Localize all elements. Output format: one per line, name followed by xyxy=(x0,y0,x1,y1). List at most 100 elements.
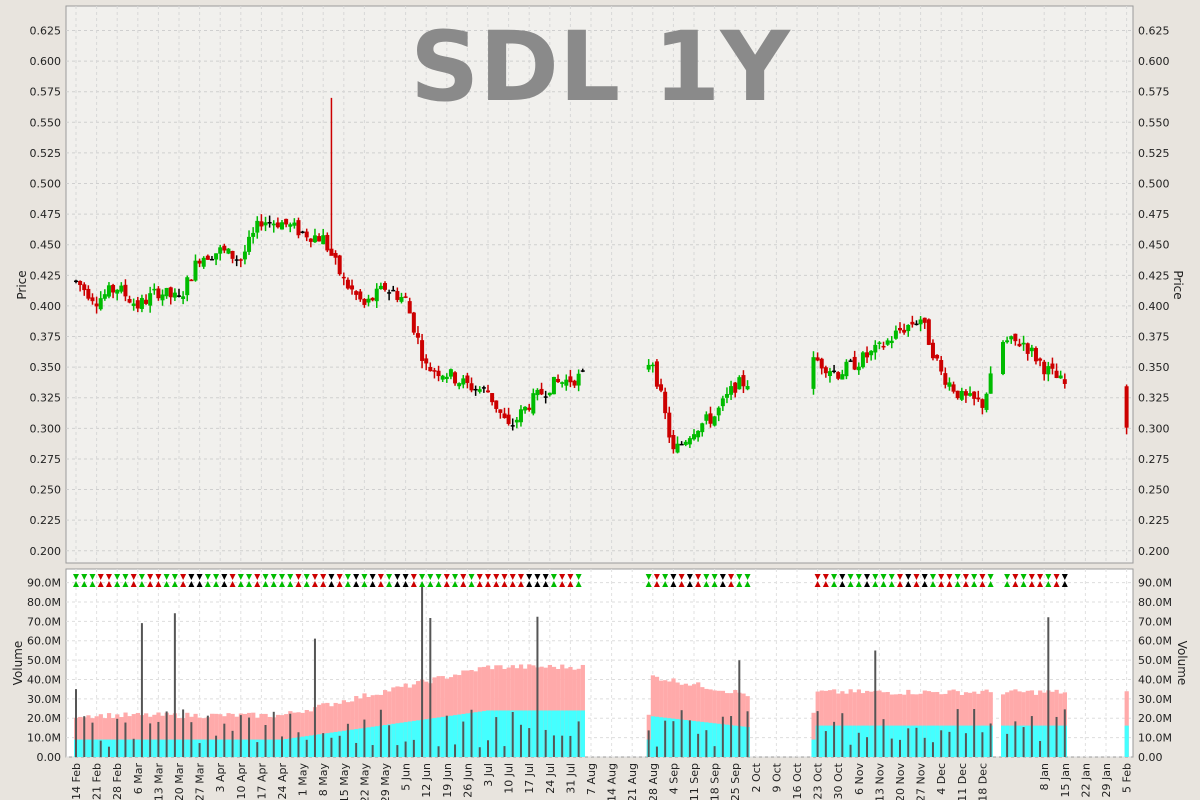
signal-marker-down xyxy=(97,574,104,580)
price-bar-body xyxy=(720,398,725,407)
volume-band-inner xyxy=(930,725,936,757)
volume-band-outer xyxy=(852,692,857,757)
volume-tick-left: 70.0M xyxy=(27,615,61,628)
price-bar-body xyxy=(893,330,898,339)
volume-tick-right: 40.0M xyxy=(1138,673,1172,686)
price-tick-left: 0.200 xyxy=(30,545,62,558)
volume-band-outer xyxy=(102,718,108,757)
price-bar-body xyxy=(387,292,392,294)
price-tick-left: 0.350 xyxy=(30,361,62,374)
price-bar-body xyxy=(827,371,832,377)
volume-band-outer xyxy=(819,690,824,757)
volume-tick-left: 80.0M xyxy=(27,596,61,609)
volume-band-outer xyxy=(374,694,379,757)
volume-band-inner xyxy=(350,729,355,757)
price-tick-right: 0.550 xyxy=(1138,116,1170,129)
signal-marker-up xyxy=(703,581,710,587)
price-bar-body xyxy=(1005,340,1010,343)
price-bar-body xyxy=(1038,358,1043,361)
volume-band-outer xyxy=(1050,691,1055,757)
volume-band-inner xyxy=(654,716,660,757)
signal-marker-down xyxy=(921,574,928,580)
signal-marker-up xyxy=(979,581,986,587)
x-tick-label: 22 May xyxy=(358,763,371,800)
price-bar-body xyxy=(972,391,977,399)
volume-band-outer xyxy=(94,716,99,757)
signal-marker-up xyxy=(427,581,434,587)
volume-band-outer xyxy=(1021,692,1026,757)
volume-band-outer xyxy=(370,695,375,757)
signal-marker-down xyxy=(905,574,912,580)
signal-marker-up xyxy=(377,581,384,587)
price-bar-body xyxy=(222,245,227,251)
price-bar-body xyxy=(1050,363,1055,369)
price-bar-body xyxy=(506,414,511,424)
volume-band-inner xyxy=(498,710,503,757)
volume-band-outer xyxy=(259,713,264,757)
price-bar-body xyxy=(881,345,886,348)
signal-marker-up xyxy=(728,581,735,587)
signal-marker-down xyxy=(130,574,137,580)
x-tick-label: 27 Nov xyxy=(915,763,928,800)
volume-band-outer xyxy=(325,702,330,757)
volume-band-inner xyxy=(424,719,429,757)
volume-band-outer xyxy=(106,713,112,757)
price-bar-body xyxy=(181,296,186,299)
price-bar-body xyxy=(238,259,243,261)
price-bar-body xyxy=(148,293,153,306)
volume-band-inner xyxy=(358,728,363,757)
price-bar-body xyxy=(234,259,239,261)
volume-band-inner xyxy=(333,731,338,757)
price-axis-label-right: Price xyxy=(1171,270,1185,299)
price-tick-right: 0.325 xyxy=(1138,392,1170,405)
price-bar-body xyxy=(255,220,260,233)
x-tick-label: 4 Dec xyxy=(935,763,948,795)
signal-marker-up xyxy=(929,581,936,587)
signal-marker-down xyxy=(311,574,318,580)
price-bar-body xyxy=(832,370,837,373)
signal-marker-down xyxy=(303,574,310,580)
signal-marker-down xyxy=(946,574,953,580)
volume-band-inner xyxy=(477,711,482,757)
signal-marker-up xyxy=(509,581,516,587)
price-bar-body xyxy=(976,397,981,400)
volume-band-inner xyxy=(251,739,256,757)
signal-marker-down xyxy=(394,574,401,580)
volume-band-inner xyxy=(86,739,91,757)
signal-marker-down xyxy=(1028,574,1035,580)
price-bar-body xyxy=(576,373,581,386)
volume-band-inner xyxy=(968,725,973,757)
price-bar-body xyxy=(403,296,408,298)
price-bar-body xyxy=(914,323,919,326)
volume-band-outer xyxy=(317,704,322,757)
signal-marker-down xyxy=(987,574,994,580)
price-bar-body xyxy=(481,387,486,389)
signal-marker-down xyxy=(468,574,475,580)
signal-marker-down xyxy=(410,574,417,580)
price-bar-body xyxy=(654,361,659,387)
price-bar-body xyxy=(906,324,911,332)
volume-band-inner xyxy=(226,739,231,757)
price-bar-body xyxy=(473,388,478,391)
price-bar-body xyxy=(391,289,396,292)
volume-band-outer xyxy=(1005,692,1010,757)
price-bar-body xyxy=(74,280,78,283)
x-tick-label: 13 Mar xyxy=(152,763,165,800)
signal-marker-up xyxy=(229,581,236,587)
signal-marker-down xyxy=(221,574,228,580)
volume-band-inner xyxy=(453,715,458,757)
volume-band-inner xyxy=(551,710,557,757)
price-tick-left: 0.525 xyxy=(30,147,62,160)
signal-marker-up xyxy=(452,581,459,587)
price-bar-body xyxy=(209,258,214,261)
volume-band-inner xyxy=(724,724,730,757)
price-bar-body xyxy=(168,287,173,298)
volume-band-outer xyxy=(292,712,297,757)
price-bar-body xyxy=(321,235,326,245)
signal-marker-up xyxy=(938,581,945,587)
x-tick-label: 21 Aug xyxy=(626,763,639,800)
signal-marker-up xyxy=(645,581,652,587)
price-tick-right: 0.500 xyxy=(1138,178,1170,191)
x-tick-label: 20 Mar xyxy=(173,763,186,800)
volume-band-inner xyxy=(374,726,379,757)
